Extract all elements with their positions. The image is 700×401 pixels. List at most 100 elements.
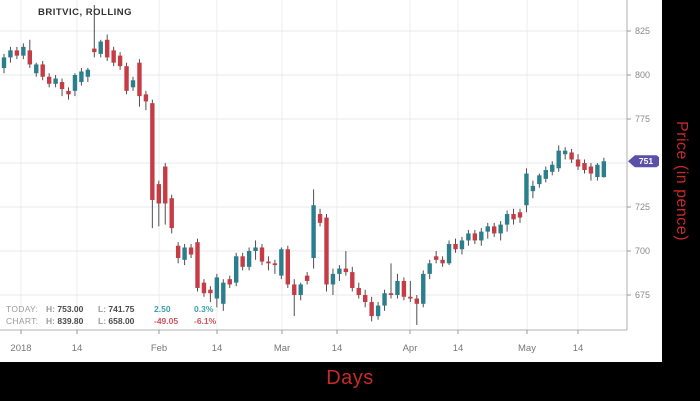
candle-body: [111, 50, 116, 63]
chart-low-value: 658.00: [108, 316, 135, 326]
candle-body: [524, 173, 529, 206]
candle-body: [440, 259, 445, 264]
candle-body: [369, 302, 374, 317]
candle-body: [569, 152, 574, 160]
chart-change: -49.05: [154, 316, 179, 326]
x-tick-label: Feb: [151, 343, 167, 354]
chart-stats-row: CHART: H: 839.80 L: 658.00 -49.05 -6.1%: [6, 315, 230, 327]
candle-body: [311, 205, 316, 259]
candle-body: [446, 243, 452, 264]
today-low-value: 741.75: [108, 304, 135, 314]
candle-body: [408, 296, 413, 299]
candle-body: [66, 90, 71, 95]
candle-body: [388, 293, 394, 295]
stats-legend: TODAY: H: 753.00 L: 741.75 2.50 0.3% CHART: H…: [6, 303, 230, 327]
chart-change-pct: -6.1%: [194, 316, 217, 326]
candle-body: [246, 251, 252, 267]
candle-body: [317, 214, 323, 223]
chart-high-prefix: H:: [46, 316, 55, 326]
candle-body: [59, 82, 65, 90]
candle-body: [292, 284, 297, 295]
y-tick-label: 700: [635, 246, 650, 256]
candle-body: [182, 247, 187, 260]
candle-body: [124, 66, 129, 91]
candle-body: [92, 48, 97, 53]
today-label: TODAY:: [6, 304, 39, 314]
chart-label: CHART:: [6, 316, 39, 326]
candle-body: [556, 150, 561, 169]
candle-body: [105, 39, 110, 58]
candle-body: [175, 245, 181, 259]
candle-body: [375, 305, 381, 317]
chart-low-prefix: L:: [98, 316, 107, 326]
candle-body: [492, 226, 497, 234]
candle-body: [530, 185, 536, 192]
candle-body: [234, 256, 239, 283]
candle-body: [14, 50, 20, 56]
candle-body: [143, 94, 149, 102]
candle-body: [27, 50, 32, 65]
candle-body: [382, 293, 387, 306]
candle-body: [259, 247, 265, 262]
candlestick-chart[interactable]: 825 800 775 725 700 675 2018 14 Feb 14 Mar 14 Apr 14 M…: [0, 0, 662, 362]
candle-body: [156, 184, 161, 204]
candle-body: [485, 226, 490, 232]
x-axis-title: Days: [326, 367, 374, 389]
candle-body: [433, 256, 439, 260]
candle-body: [285, 249, 290, 285]
candle-body: [195, 242, 200, 288]
y-tick-label: 775: [635, 114, 650, 124]
candle-body: [337, 268, 342, 274]
x-tick-label: Apr: [403, 343, 418, 354]
x-tick-label: 14: [212, 343, 223, 354]
candle-body: [498, 224, 503, 234]
candle-body: [304, 275, 310, 281]
candle-body: [350, 272, 355, 288]
candle-body: [363, 295, 368, 303]
candle-body: [324, 217, 329, 285]
y-axis-title-strip: Price (in pence): [662, 0, 700, 362]
candle-body: [117, 55, 123, 67]
candle-body: [21, 46, 26, 56]
candle-body: [85, 69, 91, 77]
today-change-pct: 0.3%: [194, 304, 214, 314]
candle-body: [401, 280, 407, 297]
candle-body: [517, 212, 523, 218]
candle-body: [537, 175, 542, 185]
candle-body: [562, 150, 568, 155]
candle-body: [543, 170, 548, 179]
candle-body: [582, 163, 587, 171]
candle-body: [595, 164, 600, 178]
x-tick-label: 14: [72, 343, 83, 354]
candle-body: [98, 41, 103, 54]
x-tick-label: 14: [453, 343, 464, 354]
last-price-badge: 751: [628, 155, 659, 168]
x-tick-label: May: [518, 343, 536, 354]
candle-body: [421, 273, 426, 304]
candle-body: [466, 233, 471, 241]
today-high-prefix: H:: [46, 304, 55, 314]
candle-body: [550, 164, 555, 172]
chart-high-value: 839.80: [57, 316, 84, 326]
candle-body: [427, 263, 432, 274]
candle-body: [163, 166, 168, 204]
candle-body: [53, 78, 58, 84]
candle-body: [150, 103, 155, 200]
candle-body: [575, 159, 581, 167]
candle-body: [8, 50, 13, 58]
candle-body: [208, 289, 213, 294]
candle-body: [72, 75, 78, 91]
x-tick-label: Mar: [274, 343, 290, 354]
x-tick-label: 2018: [10, 343, 31, 354]
candle-body: [356, 287, 361, 295]
y-tick-label: 725: [635, 202, 650, 212]
candle-body: [214, 277, 220, 299]
candle-body: [511, 214, 516, 220]
x-tick-label: 14: [332, 343, 343, 354]
today-stats-row: TODAY: H: 753.00 L: 741.75 2.50 0.3%: [6, 303, 230, 315]
candle-body: [343, 268, 349, 273]
candle-body: [79, 71, 84, 83]
candle-body: [40, 64, 45, 77]
candle-body: [201, 282, 207, 294]
